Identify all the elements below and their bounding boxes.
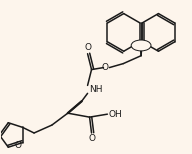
Text: O: O bbox=[102, 63, 109, 72]
Text: O: O bbox=[14, 141, 21, 150]
Text: Ats: Ats bbox=[137, 43, 145, 48]
Ellipse shape bbox=[131, 40, 151, 51]
Text: OH: OH bbox=[108, 110, 122, 119]
Text: NH: NH bbox=[89, 85, 102, 94]
Text: O: O bbox=[84, 43, 91, 52]
Text: O: O bbox=[88, 134, 95, 143]
